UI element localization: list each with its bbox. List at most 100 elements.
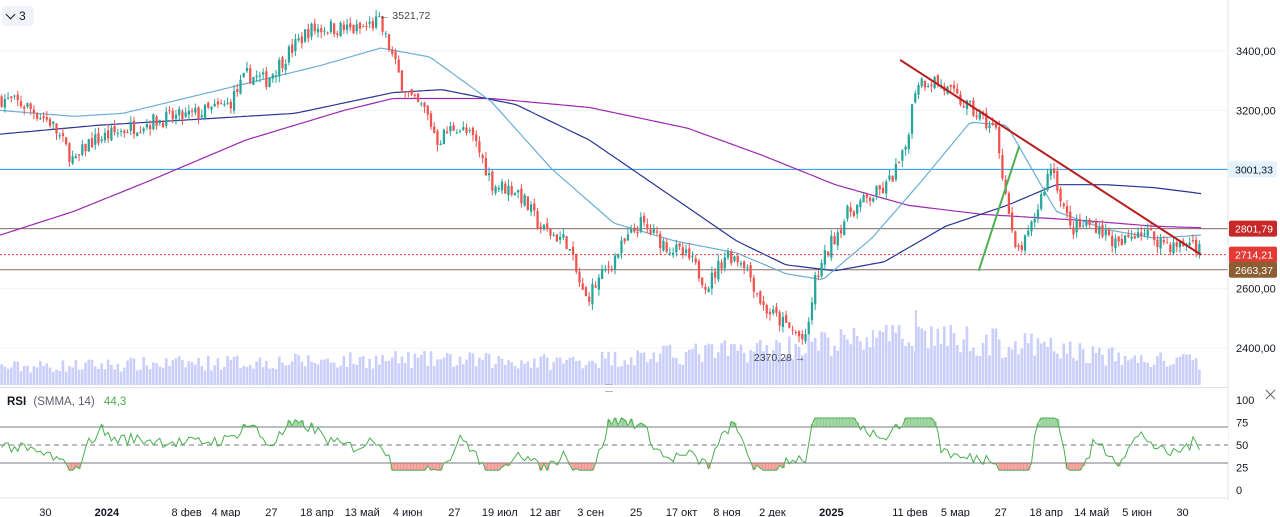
volume-bar — [1094, 352, 1098, 385]
rsi-oversold-fill — [422, 463, 427, 471]
volume-bar — [342, 356, 346, 385]
candle-body — [287, 46, 291, 63]
candle-body — [87, 139, 90, 152]
volume-bar — [432, 365, 436, 385]
volume-bar — [177, 356, 181, 385]
volume-bar — [307, 355, 310, 385]
volume-bar — [1078, 343, 1082, 385]
level-badge: 3001,33 — [1229, 161, 1277, 178]
rsi-oversold-fill — [397, 463, 401, 471]
volume-bar — [203, 370, 207, 385]
candle-body — [68, 143, 71, 163]
rsi-overbought-fill — [823, 418, 827, 427]
close-icon[interactable] — [1262, 386, 1280, 404]
candle-body — [985, 112, 988, 129]
volume-bar — [597, 368, 601, 385]
candle-body — [1010, 212, 1014, 231]
volume-bar — [1139, 355, 1143, 385]
candle-body — [1056, 171, 1059, 191]
rsi-overbought-fill — [820, 418, 824, 427]
candle-body — [1146, 229, 1149, 236]
rsi-pane[interactable]: 100 75 50 25 0 — [0, 395, 1254, 497]
collapse-indicators-button[interactable]: 3 — [2, 6, 34, 26]
volume-bar — [426, 365, 430, 385]
volume-bar — [1007, 346, 1011, 385]
candle-body — [791, 329, 794, 331]
volume-bar — [914, 310, 917, 385]
volume-bar — [765, 345, 769, 385]
candle-body — [684, 249, 688, 254]
price-extreme-label: 2370,28 → — [754, 352, 805, 364]
candle-body — [630, 229, 633, 233]
trendline-up[interactable] — [977, 145, 1021, 272]
candle-body — [897, 162, 901, 164]
candle-body — [358, 22, 362, 29]
volume-bar — [1017, 354, 1020, 385]
volume-bar — [578, 360, 581, 385]
volume-bar — [910, 346, 914, 385]
candle-body — [1143, 233, 1146, 235]
rsi-oversold-fill — [77, 463, 82, 469]
volume-bar — [439, 359, 442, 385]
volume-bar — [820, 331, 823, 385]
candle-body — [81, 144, 84, 155]
candle-body — [303, 29, 307, 42]
volume-bar — [1162, 360, 1166, 385]
candle-body — [333, 23, 336, 35]
pane-resize-grip-icon[interactable] — [605, 384, 613, 392]
candle-body — [161, 122, 165, 128]
candle-body — [936, 75, 939, 85]
volume-bar — [884, 325, 888, 385]
volume-bar — [917, 326, 920, 385]
volume-bar — [962, 339, 965, 385]
candle-body — [759, 291, 762, 304]
rsi-oversold-fill — [571, 463, 576, 471]
volume-bar — [210, 370, 213, 385]
volume-bar — [277, 356, 281, 385]
rsi-oversold-fill — [1026, 463, 1031, 471]
volume-bar — [600, 351, 604, 385]
volume-bar — [978, 356, 982, 385]
candle-body — [1014, 231, 1017, 248]
volume-bar — [219, 369, 223, 385]
time-tick-label: 4 мар — [211, 507, 240, 517]
volume-bar — [545, 357, 549, 385]
candle-body — [45, 117, 48, 120]
trendline-down[interactable] — [899, 59, 1202, 256]
candle-body — [600, 268, 604, 279]
candle-body — [1085, 222, 1088, 226]
candle-body — [429, 113, 433, 127]
volume-bar — [1185, 354, 1188, 385]
volume-bar — [1075, 360, 1078, 385]
candle-body — [713, 271, 717, 278]
volume-bar — [32, 366, 36, 385]
pane-divider[interactable] — [0, 387, 1228, 388]
candle-body — [891, 175, 894, 182]
candle-body — [497, 187, 500, 190]
candle-body — [1098, 227, 1101, 235]
candle-body — [678, 243, 681, 247]
candle-body — [397, 59, 400, 73]
candle-body — [781, 316, 785, 328]
volume-bar — [468, 352, 472, 385]
volume-bar — [875, 337, 878, 385]
volume-bar — [1165, 366, 1169, 385]
volume-bar — [865, 337, 868, 385]
candle-body — [862, 195, 865, 203]
candle-body — [1017, 245, 1020, 248]
time-axis[interactable]: 30 2024 8 фев 4 мар 27 18 апр 13 май 4 июн 27 19 … — [0, 497, 1228, 517]
candle-body — [61, 133, 65, 137]
volume-bar — [923, 330, 927, 385]
time-tick-label: 5 июн — [1122, 507, 1152, 517]
volume-bar — [723, 340, 727, 385]
candle-body — [1123, 235, 1127, 244]
volume-bar — [281, 362, 284, 385]
volume-bar — [897, 325, 901, 385]
rsi-overbought-fill — [903, 418, 908, 427]
candle-body — [991, 122, 994, 125]
rsi-overbought-fill — [916, 418, 921, 427]
volume-bar — [200, 365, 204, 385]
volume-bar — [849, 344, 852, 385]
candle-body — [142, 128, 145, 132]
